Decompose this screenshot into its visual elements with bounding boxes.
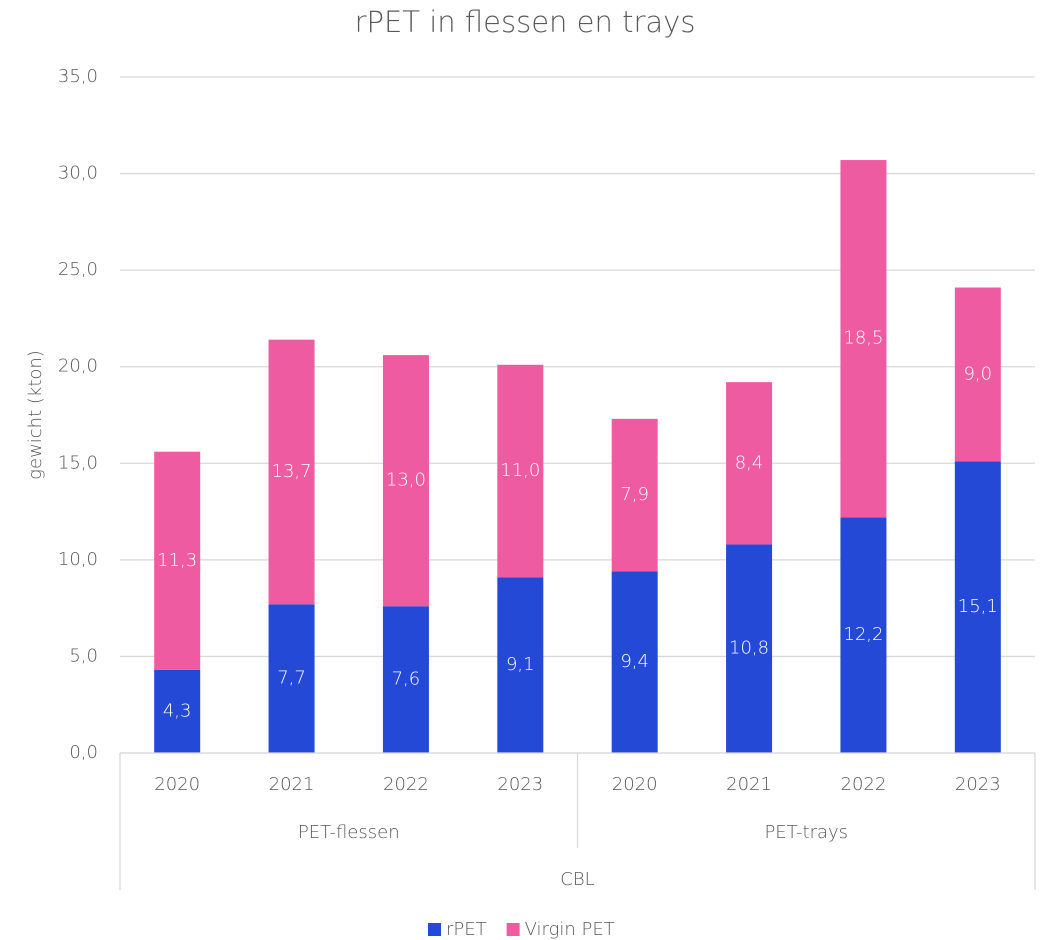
y-tick-label: 15,0 [58,452,98,473]
legend-label: Virgin PET [525,919,615,940]
bar-segment [268,604,315,753]
value-label: 9,0 [963,363,992,384]
bar-segment [382,355,429,607]
value-label: 13,0 [386,470,426,491]
value-label: 7,6 [392,669,421,690]
bar-segment [954,287,1001,462]
bar-segment [497,577,544,753]
bar-segment [840,517,887,753]
x-tick-label: 2021 [726,774,772,795]
y-axis-label: gewicht (kton) [25,350,46,480]
value-label: 7,7 [277,668,306,689]
value-label: 9,4 [620,651,649,672]
x-tick-label: 2020 [154,774,200,795]
value-label: 4,3 [163,700,192,721]
value-label: 8,4 [735,452,764,473]
bar-segment [154,451,201,670]
value-label: 15,1 [958,596,998,617]
group-label: PET-flessen [298,822,400,843]
x-tick-label: 2021 [269,774,315,795]
x-tick-label: 2023 [955,774,1001,795]
bar-segment [268,339,315,605]
bar-segment [382,606,429,753]
x-tick-label: 2022 [383,774,429,795]
bar-segment [726,382,773,545]
value-label: 12,2 [843,624,883,645]
value-label: 7,9 [620,484,649,505]
value-label: 10,8 [729,638,769,659]
chart-title: rPET in flessen en trays [355,5,696,39]
bar-segment [611,418,658,572]
y-tick-label: 35,0 [58,66,98,87]
x-tick-label: 2023 [497,774,543,795]
x-tick-label: 2022 [841,774,887,795]
bar-segment [726,544,773,753]
bar-segment [497,364,544,578]
value-label: 13,7 [272,461,312,482]
value-label: 9,1 [506,654,535,675]
group-label: PET-trays [764,822,848,843]
bar-segment [611,571,658,753]
y-tick-label: 25,0 [58,259,98,280]
value-label: 18,5 [843,328,883,349]
y-tick-label: 0,0 [69,742,98,763]
y-tick-label: 20,0 [58,356,98,377]
bar-segment [154,669,201,753]
bar-segment [840,160,887,518]
bar-segment [954,461,1001,753]
x-tick-label: 2020 [612,774,658,795]
y-tick-label: 30,0 [58,163,98,184]
supergroup-label: CBL [560,869,594,890]
legend-label: rPET [446,919,487,940]
value-label: 11,0 [500,460,540,481]
legend-swatch [506,923,520,936]
legend-swatch [428,923,441,936]
value-label: 11,3 [157,550,197,571]
y-tick-label: 10,0 [58,549,98,570]
y-tick-label: 5,0 [69,645,98,666]
